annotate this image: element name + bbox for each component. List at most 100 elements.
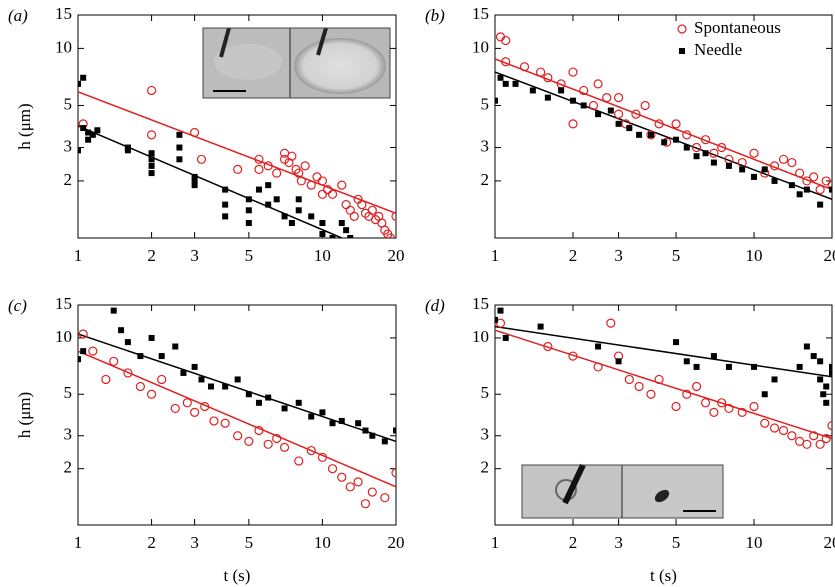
point [146, 389, 157, 399]
panel-label: (c) [8, 296, 27, 315]
x-tick-label: 10 [746, 246, 763, 265]
point [654, 119, 664, 129]
y-tick-label: 3 [64, 136, 73, 155]
point [317, 189, 328, 199]
inset-image-a [202, 27, 391, 99]
point [761, 166, 768, 173]
y-tick-label: 5 [64, 383, 73, 402]
x-tick-label: 10 [746, 533, 763, 552]
point [606, 318, 616, 328]
point [124, 339, 131, 346]
fit-line [495, 329, 832, 440]
point [207, 383, 214, 390]
point [827, 420, 832, 431]
point [295, 399, 302, 406]
x-tick-label: 2 [569, 246, 578, 265]
y-tick-label: 3 [481, 136, 490, 155]
point [182, 398, 192, 408]
point [671, 401, 681, 412]
point [367, 487, 377, 497]
plot-area [78, 307, 396, 509]
point [796, 363, 803, 370]
point [631, 109, 641, 119]
x-tick-label: 3 [614, 246, 623, 265]
point [709, 148, 719, 158]
point [170, 403, 180, 414]
point [124, 147, 131, 154]
plot-area [78, 74, 396, 238]
plot-area [495, 32, 832, 208]
point [495, 316, 498, 323]
point [543, 341, 553, 352]
point [787, 431, 797, 441]
point [329, 420, 336, 427]
y-tick-label: 5 [64, 94, 73, 113]
point [172, 343, 179, 350]
point [626, 125, 633, 132]
point [349, 211, 359, 221]
point [80, 348, 87, 355]
point [683, 358, 690, 365]
point [78, 356, 81, 363]
y-tick-label: 10 [472, 327, 489, 346]
point [110, 307, 117, 314]
point [273, 196, 280, 203]
point [88, 346, 98, 356]
point [737, 407, 747, 417]
point [89, 131, 96, 138]
point [222, 383, 229, 390]
y-tick-label: 15 [55, 294, 72, 313]
point [751, 363, 758, 370]
x-tick-label: 3 [190, 246, 199, 265]
point [338, 219, 345, 226]
point [385, 233, 396, 238]
point [495, 318, 506, 328]
x-axis-label: t (s) [224, 566, 251, 585]
point [254, 154, 264, 164]
point [640, 100, 650, 111]
point [337, 180, 347, 190]
x-tick-label: 3 [614, 533, 623, 552]
point [613, 109, 624, 119]
point [568, 351, 578, 361]
point [693, 153, 700, 160]
point [294, 168, 304, 178]
x-tick-label: 20 [824, 533, 835, 552]
point [296, 176, 306, 186]
point [593, 79, 603, 89]
point [817, 358, 824, 365]
point [176, 156, 183, 163]
point [769, 423, 780, 433]
point [771, 177, 778, 184]
point [148, 156, 155, 163]
point [220, 418, 230, 428]
point [294, 456, 304, 466]
point [255, 399, 262, 406]
point [634, 381, 644, 392]
point [80, 74, 87, 81]
point [823, 383, 830, 390]
point [512, 80, 519, 87]
point [369, 432, 376, 439]
point [761, 391, 768, 398]
fit-line [78, 333, 396, 443]
point [281, 405, 288, 412]
fit-line [78, 350, 396, 488]
point [222, 186, 229, 193]
point [661, 139, 668, 146]
y-tick-label: 2 [481, 170, 490, 189]
point [263, 439, 273, 449]
point [190, 127, 200, 138]
axes-frame [494, 304, 833, 526]
point [787, 157, 797, 168]
point [80, 125, 87, 132]
y-tick-label: 3 [64, 425, 73, 444]
legend-marker [679, 48, 685, 54]
point [158, 353, 165, 360]
point [233, 431, 243, 441]
point [593, 362, 603, 372]
point [295, 196, 302, 203]
point [319, 409, 326, 416]
point [265, 201, 272, 208]
